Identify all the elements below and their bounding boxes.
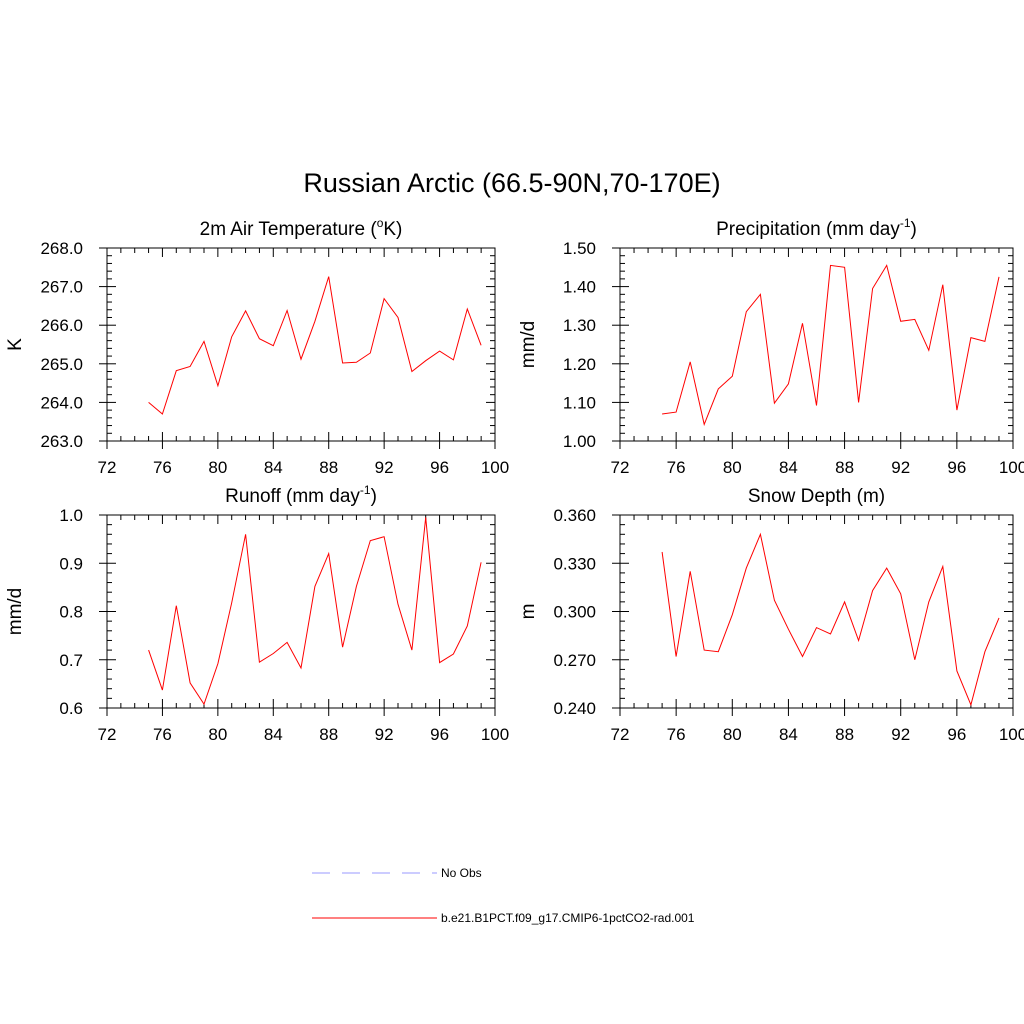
y-tick-label: 263.0 — [40, 432, 83, 451]
legend: No Obs b.e21.B1PCT.f09_g17.CMIP6-1pctCO2… — [312, 866, 695, 925]
model-series-line — [148, 276, 482, 415]
x-tick-label: 84 — [264, 458, 283, 477]
model-series-line — [662, 264, 1000, 427]
x-tick-label: 96 — [430, 458, 449, 477]
y-tick-label: 1.30 — [563, 316, 596, 335]
panel-title: Precipitation (mm day-1) — [716, 216, 917, 240]
y-axis-label: K — [5, 338, 26, 351]
model-series-line — [661, 532, 1000, 707]
x-tick-label: 80 — [723, 458, 742, 477]
model-series-line — [148, 517, 482, 706]
panel-title: Snow Depth (m) — [748, 486, 885, 507]
y-tick-label: 1.10 — [563, 393, 596, 412]
x-tick-label: 96 — [947, 725, 966, 744]
y-tick-label: 1.40 — [563, 278, 596, 297]
x-tick-label: 80 — [723, 725, 742, 744]
x-tick-label: 96 — [430, 725, 449, 744]
x-tick-label: 100 — [481, 725, 509, 744]
plot-frame — [619, 247, 1014, 442]
panel-runoff: Runoff (mm day-1) mm/d 72 76 80 84 88 92 96 100 0.… — [5, 483, 509, 744]
x-tick-label: 88 — [319, 725, 338, 744]
x-tick-label: 72 — [611, 458, 630, 477]
panel-title-tail: K) — [383, 219, 402, 240]
y-tick-label: 264.0 — [40, 393, 83, 412]
x-tick-label: 84 — [264, 725, 283, 744]
x-tick-label: 84 — [779, 458, 798, 477]
y-tick-label: 0.8 — [59, 603, 83, 622]
panel-title-tail: ) — [371, 486, 377, 507]
y-tick-label: 0.270 — [553, 651, 596, 670]
y-tick-label: 1.00 — [563, 432, 596, 451]
x-tick-label: 76 — [667, 725, 686, 744]
y-tick-label: 1.20 — [563, 355, 596, 374]
plot-frame — [619, 514, 1014, 709]
panel-title-superscript: -1 — [900, 216, 911, 230]
panel-title-superscript: o — [377, 216, 384, 230]
y-tick-label: 0.300 — [553, 603, 596, 622]
x-tick-label: 92 — [375, 458, 394, 477]
panel-title-main: Runoff (mm day — [225, 486, 360, 507]
x-tick-label: 76 — [153, 458, 172, 477]
plot-frame — [106, 247, 496, 442]
figure-title: Russian Arctic (66.5-90N,70-170E) — [303, 168, 720, 198]
y-tick-label: 265.0 — [40, 355, 83, 374]
x-tick-label: 100 — [999, 458, 1024, 477]
panel-title-main: Precipitation (mm day — [716, 219, 900, 240]
panel-title-tail: ) — [911, 219, 917, 240]
legend-label-model: b.e21.B1PCT.f09_g17.CMIP6-1pctCO2-rad.00… — [441, 911, 695, 925]
y-tick-label: 0.7 — [59, 651, 83, 670]
x-tick-label: 72 — [98, 458, 117, 477]
panel-title-main: 2m Air Temperature ( — [200, 219, 378, 240]
y-tick-label: 0.240 — [553, 699, 596, 718]
x-tick-label: 76 — [153, 725, 172, 744]
x-tick-label: 92 — [891, 458, 910, 477]
y-tick-label: 1.50 — [563, 239, 596, 258]
plot-frame — [106, 514, 496, 709]
y-axis-label: mm/d — [5, 588, 26, 636]
panel-air-temperature: 2m Air Temperature (oK) K 72 76 80 84 88 92 96 10… — [5, 216, 509, 477]
x-tick-label: 88 — [319, 458, 338, 477]
x-tick-label: 96 — [947, 458, 966, 477]
x-tick-label: 88 — [835, 725, 854, 744]
x-tick-label: 80 — [208, 458, 227, 477]
panel-title: Runoff (mm day-1) — [225, 483, 377, 507]
x-tick-label: 100 — [999, 725, 1024, 744]
x-tick-label: 76 — [667, 458, 686, 477]
panel-precipitation: Precipitation (mm day-1) mm/d 72 76 80 84 88 92… — [518, 216, 1024, 477]
y-tick-label: 267.0 — [40, 278, 83, 297]
panel-title: 2m Air Temperature (oK) — [200, 216, 403, 240]
x-tick-label: 72 — [611, 725, 630, 744]
y-tick-label: 1.0 — [59, 506, 83, 525]
y-tick-label: 0.6 — [59, 699, 83, 718]
x-tick-label: 80 — [208, 725, 227, 744]
x-tick-label: 72 — [98, 725, 117, 744]
x-tick-label: 92 — [375, 725, 394, 744]
x-tick-label: 92 — [891, 725, 910, 744]
x-tick-label: 88 — [835, 458, 854, 477]
panel-title-main: Snow Depth (m) — [748, 486, 885, 507]
y-tick-label: 0.330 — [553, 554, 596, 573]
y-axis-label: m — [518, 604, 539, 620]
y-axis-label: mm/d — [518, 321, 539, 369]
y-tick-label: 0.9 — [59, 554, 83, 573]
panel-snow-depth: Snow Depth (m) m 72 76 80 84 88 92 96 100 0.240 0.2… — [518, 486, 1024, 744]
y-tick-label: 0.360 — [553, 506, 596, 525]
x-tick-label: 100 — [481, 458, 509, 477]
y-tick-label: 266.0 — [40, 316, 83, 335]
y-tick-label: 268.0 — [40, 239, 83, 258]
panel-title-superscript: -1 — [360, 483, 371, 497]
legend-label-no-obs: No Obs — [441, 866, 482, 880]
x-tick-label: 84 — [779, 725, 798, 744]
